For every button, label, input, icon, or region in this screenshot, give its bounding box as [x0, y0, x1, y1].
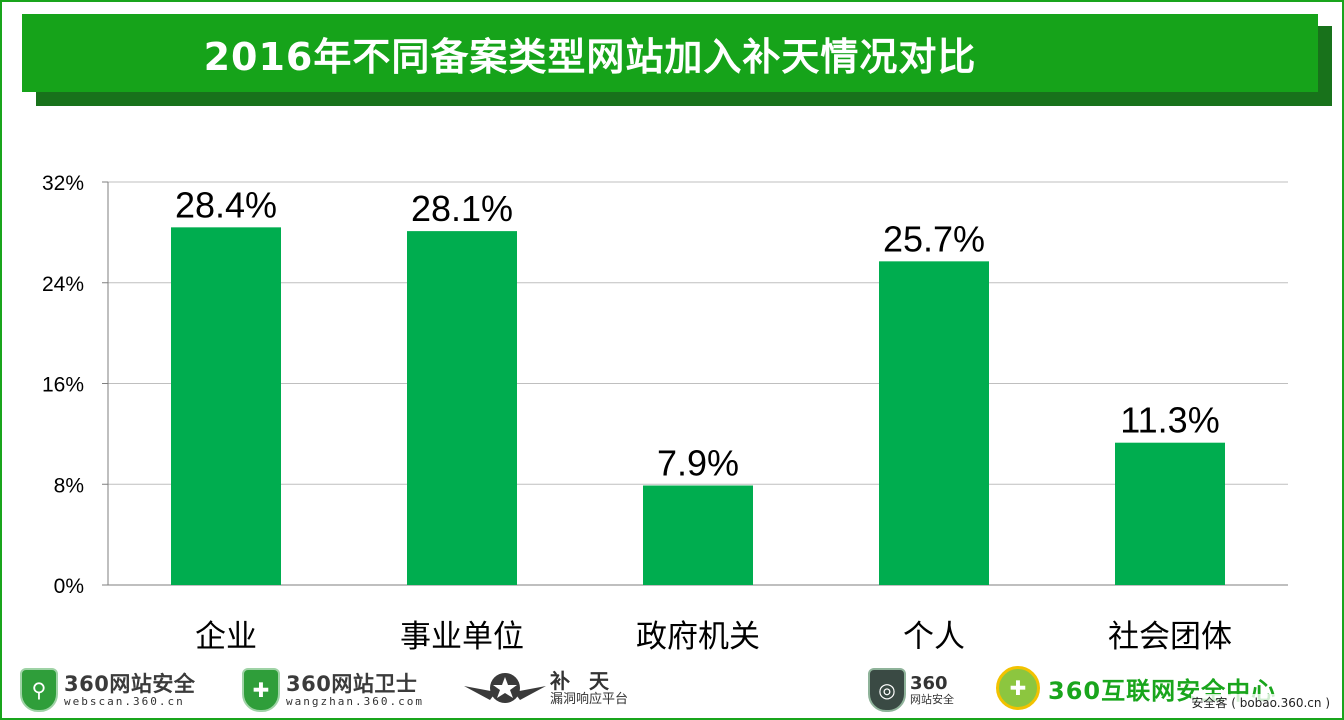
bar	[407, 231, 517, 585]
footer-logos: ⚲ 360网站安全 webscan.360.cn ✚ 360网站卫士 wangz…	[0, 662, 1344, 720]
bobao-caption: 安全客 ( bobao.360.cn )	[1191, 694, 1330, 711]
butian-sub: 漏洞响应平台	[550, 691, 629, 707]
bar	[171, 227, 281, 585]
webscan-url: webscan.360.cn	[64, 694, 185, 708]
data-label: 28.4%	[175, 184, 277, 225]
x-tick-label: 事业单位	[400, 619, 524, 655]
x-tick-label: 政府机关	[636, 619, 760, 655]
y-tick-label: 16%	[42, 374, 84, 397]
y-tick-label: 8%	[54, 474, 84, 497]
webscan-name: 360网站安全	[64, 671, 196, 696]
cross-shield-icon: ✚	[242, 668, 280, 712]
bar	[879, 261, 989, 585]
wangzhan-name: 360网站卫士	[286, 671, 418, 696]
x-tick-label: 个人	[903, 619, 965, 655]
bar	[643, 485, 753, 585]
site-security-logo: ◎ 360 网站安全	[868, 668, 954, 712]
wangzhan-logo: ✚ 360网站卫士 wangzhan.360.com	[242, 668, 424, 712]
bar	[1115, 442, 1225, 585]
butian-logo: 补 天 漏洞响应平台	[462, 666, 628, 710]
webscan-logo: ⚲ 360网站安全 webscan.360.cn	[20, 668, 195, 712]
bar-chart: 0% 8% 16% 24% 32% 28.4% 企业 28.1% 事业单位 7.9% 政府机关 25.…	[42, 172, 1288, 655]
x-tick-label: 企业	[195, 619, 257, 655]
circle-cross-icon: ✚	[996, 666, 1040, 710]
winged-star-icon	[464, 673, 546, 703]
data-label: 25.7%	[883, 218, 985, 259]
title-bar: 2016年不同备案类型网站加入补天情况对比	[22, 14, 1318, 92]
y-tick-label: 0%	[54, 575, 84, 598]
wangzhan-url: wangzhan.360.com	[286, 694, 424, 708]
data-label: 28.1%	[411, 188, 513, 229]
magnifier-shield-icon: ⚲	[20, 668, 58, 712]
data-label: 7.9%	[657, 443, 739, 484]
y-tick-label: 24%	[42, 273, 84, 296]
butian-name: 补 天	[550, 668, 615, 693]
chart-title: 2016年不同备案类型网站加入补天情况对比	[203, 34, 977, 79]
y-tick-label: 32%	[42, 172, 84, 195]
x-tick-label: 社会团体	[1108, 619, 1232, 655]
site-security-num: 360	[910, 672, 948, 694]
data-label: 11.3%	[1120, 400, 1219, 441]
shield-icon: ◎	[868, 668, 906, 712]
site-security-sub: 网站安全	[910, 692, 954, 706]
